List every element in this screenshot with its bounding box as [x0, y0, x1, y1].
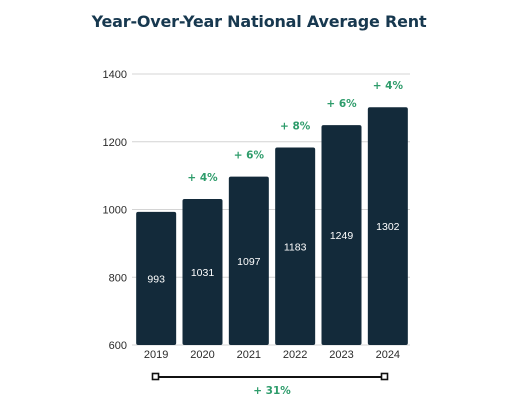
y-tick-label: 1400	[103, 69, 127, 81]
bar-2024	[367, 107, 408, 345]
x-tick-label: 2020	[190, 349, 214, 361]
bar-value-label: 1097	[237, 256, 261, 268]
bar-value-label: 1183	[284, 241, 307, 253]
bar-value-label: 1031	[191, 267, 215, 279]
growth-label: + 6%	[234, 150, 265, 162]
bracket-start-marker	[151, 372, 160, 381]
bar-2019	[136, 211, 177, 345]
y-tick-label: 600	[109, 340, 127, 352]
y-tick-label: 1200	[103, 137, 127, 149]
bar-2023	[321, 125, 362, 346]
x-tick-label: 2021	[237, 349, 261, 361]
growth-label: + 4%	[373, 80, 404, 92]
x-tick-label: 2022	[283, 349, 307, 361]
total-change-bracket: + 31%	[151, 372, 389, 397]
x-tick-label: 2019	[144, 349, 168, 361]
y-axis-ticks: 600 800 1000 1200 1400	[103, 69, 127, 352]
growth-label: + 8%	[280, 121, 311, 133]
growth-label: + 4%	[187, 172, 218, 184]
total-change-label: + 31%	[253, 385, 291, 397]
bar-2022	[275, 147, 316, 345]
bar-value-label: 1249	[330, 230, 354, 242]
bar-2020	[182, 198, 223, 345]
x-axis-ticks: 2019 2020 2021 2022 2023 2024	[144, 349, 400, 361]
x-tick-label: 2023	[329, 349, 353, 361]
bar-value-label: 1302	[376, 221, 400, 233]
gridlines	[132, 73, 410, 346]
y-tick-label: 800	[109, 272, 127, 284]
x-tick-label: 2024	[376, 349, 400, 361]
chart-title: Year-Over-Year National Average Rent	[91, 12, 427, 31]
y-tick-label: 1000	[103, 205, 127, 217]
bar-2021	[228, 176, 269, 345]
growth-label: + 6%	[326, 98, 357, 110]
bracket-end-marker	[380, 372, 389, 381]
bars: 993 1031 + 4% 1097 + 6% 1183 + 8% 1249 + 6% 1302 +…	[136, 80, 408, 346]
bar-value-label: 993	[147, 273, 165, 285]
